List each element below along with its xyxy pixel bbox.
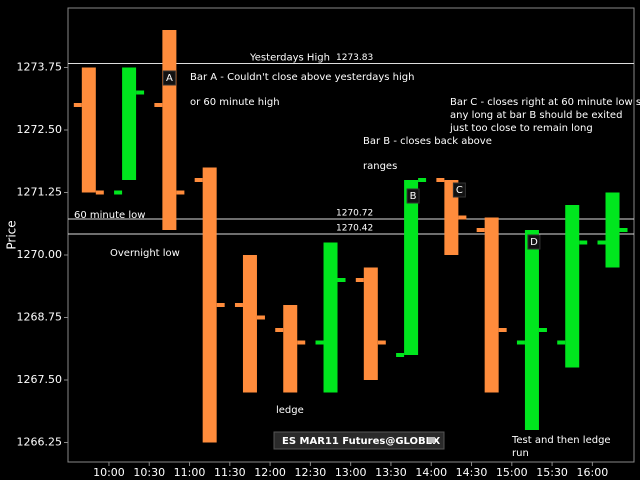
open-tick (73, 103, 82, 107)
x-tick-label: 14:00 (415, 466, 447, 479)
open-tick (114, 190, 123, 195)
open-tick (194, 178, 203, 182)
x-tick-label: 11:30 (214, 466, 246, 479)
bar-range (363, 267, 378, 380)
y-tick-label: 1273.75 (17, 61, 63, 74)
x-tick-label: 11:00 (174, 466, 206, 479)
bar-marker-box (452, 182, 466, 198)
close-tick (579, 240, 588, 245)
instrument-label: ES MAR11 Futures@GLOBEX (282, 436, 440, 447)
annotation: Bar A - Couldn't close above yesterdays … (190, 72, 415, 83)
bar-range (565, 205, 580, 368)
y-tick-label: 1267.50 (17, 373, 63, 386)
close-tick (136, 90, 145, 95)
bar-range (524, 230, 539, 430)
bar-range (484, 217, 499, 393)
annotation: ledge (276, 405, 304, 416)
x-tick-label: 12:00 (254, 466, 286, 479)
bar-range (122, 67, 137, 180)
open-tick (355, 278, 364, 282)
open-tick (154, 103, 163, 107)
open-tick (516, 340, 525, 345)
bar-marker-box (162, 70, 176, 86)
close-tick (216, 303, 225, 307)
annotation: any long at bar B should be exited (450, 110, 622, 121)
x-tick-label: 10:00 (93, 466, 125, 479)
reference-line-value: 1273.83 (336, 53, 373, 63)
open-tick (436, 178, 445, 182)
bar-marker: B (410, 191, 417, 202)
bar-range (323, 242, 338, 393)
bar-marker-box (527, 234, 541, 250)
open-tick (234, 303, 243, 307)
annotation: run (512, 448, 529, 459)
close-tick (337, 278, 346, 282)
close-tick (458, 215, 467, 220)
open-tick (275, 328, 284, 332)
instrument-icon (428, 437, 435, 443)
bar-marker-box (406, 188, 420, 204)
bar-range (162, 30, 177, 230)
open-tick (597, 240, 606, 245)
x-tick-label: 12:30 (295, 466, 327, 479)
x-tick-label: 10:30 (133, 466, 165, 479)
annotation: ranges (363, 161, 397, 172)
instrument-box: ES MAR11 Futures@GLOBEX (273, 431, 445, 450)
annotation: just too close to remain long (449, 123, 593, 134)
y-tick-label: 1270.00 (17, 248, 63, 261)
close-tick (95, 190, 104, 195)
bar-range (242, 255, 257, 393)
open-tick (476, 228, 485, 232)
close-tick (297, 340, 306, 345)
bar-range (605, 192, 620, 268)
open-tick (557, 340, 566, 345)
x-tick-label: 15:00 (496, 466, 528, 479)
reference-line-value: 1270.72 (336, 209, 373, 219)
close-tick (538, 328, 547, 332)
close-tick (498, 328, 507, 332)
annotation: Test and then ledge (511, 435, 611, 446)
bar-range (202, 167, 217, 443)
close-tick (418, 178, 427, 182)
y-axis-label: Price (5, 220, 19, 249)
bar-range (444, 180, 459, 255)
reference-line-label: Yesterdays High (249, 53, 330, 64)
annotation: or 60 minute high (190, 97, 280, 108)
bar-marker: A (166, 73, 173, 84)
bar-range (81, 67, 96, 193)
x-tick-label: 13:30 (375, 466, 407, 479)
x-tick-label: 13:00 (335, 466, 367, 479)
y-tick-label: 1271.25 (17, 186, 63, 199)
instrument-box-bg (273, 431, 445, 450)
close-tick (619, 228, 628, 232)
close-tick (176, 190, 185, 195)
y-tick-label: 1272.50 (17, 123, 63, 136)
x-tick-label: 15:30 (536, 466, 568, 479)
x-tick-label: 16:00 (577, 466, 609, 479)
open-tick (315, 340, 324, 345)
bar-range (283, 305, 298, 393)
bar-marker: C (456, 185, 463, 196)
close-tick (377, 340, 386, 345)
open-tick (396, 353, 405, 357)
annotation: Bar B - closes back above (363, 136, 492, 147)
x-tick-label: 14:30 (456, 466, 488, 479)
bar-range (404, 180, 419, 355)
y-tick-label: 1268.75 (17, 311, 63, 324)
close-tick (256, 315, 265, 320)
bar-marker: D (530, 237, 538, 248)
reference-line-value: 1270.42 (336, 224, 373, 234)
annotation: Bar C - closes right at 60 minute low so (450, 97, 640, 108)
y-tick-label: 1266.25 (17, 436, 63, 449)
reference-line-label: 60 minute low (74, 210, 145, 221)
reference-line-label: Overnight low (110, 248, 180, 259)
